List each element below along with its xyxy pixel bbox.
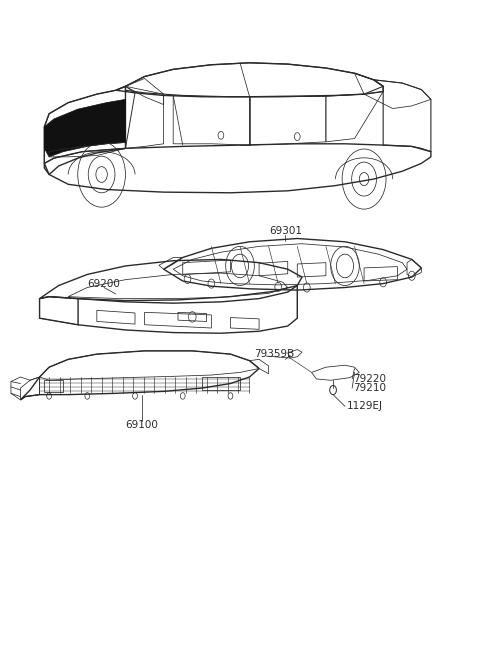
Text: 69301: 69301 bbox=[269, 226, 302, 236]
Text: 1129EJ: 1129EJ bbox=[347, 401, 383, 411]
Text: 69200: 69200 bbox=[87, 279, 120, 289]
Text: 79359B: 79359B bbox=[254, 349, 295, 359]
Text: 79220: 79220 bbox=[354, 374, 386, 384]
Text: 79210: 79210 bbox=[354, 383, 386, 393]
Text: 69100: 69100 bbox=[126, 420, 158, 430]
Polygon shape bbox=[44, 99, 125, 157]
